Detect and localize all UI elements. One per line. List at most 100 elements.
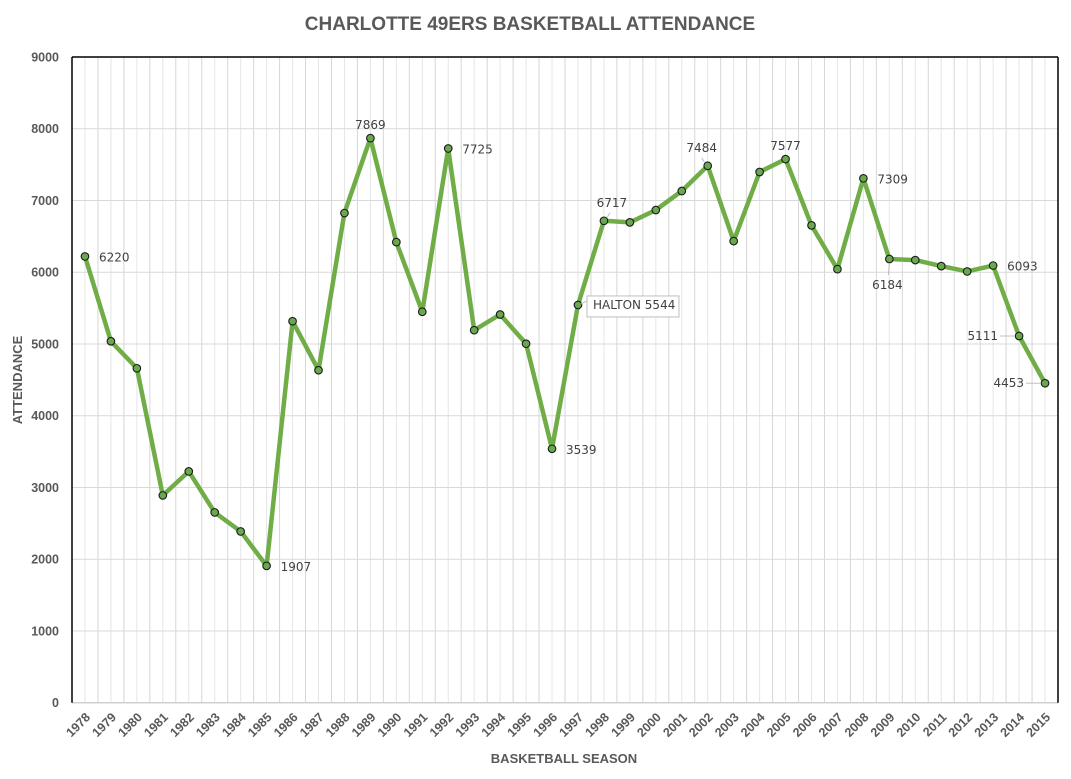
- data-point-1997: [573, 300, 583, 310]
- x-tick-label: 1985: [245, 710, 275, 740]
- data-point-1991: [417, 307, 427, 317]
- x-tick-label: 1989: [349, 710, 379, 740]
- x-tick-label: 2001: [660, 710, 690, 740]
- x-tick-label: 2012: [946, 710, 976, 740]
- data-point-2008: [859, 173, 868, 183]
- data-label-2015: 4453: [993, 376, 1024, 390]
- x-tick-label: 1980: [115, 710, 145, 740]
- x-tick-label: 1993: [453, 710, 483, 740]
- data-point-1995: [521, 339, 531, 349]
- x-tick-label: 2005: [764, 710, 794, 740]
- data-point-2011: [936, 261, 946, 271]
- plot-frame: [71, 56, 1059, 704]
- y-tick-label: 6000: [31, 266, 59, 280]
- data-point-2013: [988, 261, 998, 270]
- x-tick-label: 1986: [271, 710, 301, 740]
- x-tick-label: 2000: [634, 710, 664, 740]
- x-tick-label: 1978: [64, 710, 94, 740]
- x-tick-label: 2004: [738, 710, 768, 740]
- data-point-1992: [443, 144, 453, 153]
- leader-line: [606, 212, 611, 219]
- y-tick-label: 3000: [31, 481, 59, 495]
- data-point-1999: [625, 218, 635, 227]
- x-tick-label: 1979: [89, 710, 119, 740]
- x-tick-label: 2011: [920, 710, 949, 739]
- data-label-1989: 7869: [355, 118, 386, 132]
- data-point-2012: [962, 267, 972, 276]
- chart-title: CHARLOTTE 49ERS BASKETBALL ATTENDANCE: [305, 14, 755, 35]
- y-tick-label: 9000: [31, 51, 59, 65]
- data-label-2013: 6093: [1007, 260, 1038, 274]
- x-tick-label: 1990: [375, 710, 405, 740]
- y-tick-label: 7000: [31, 194, 59, 208]
- data-label-2014: 5111: [968, 329, 999, 343]
- data-point-1993: [469, 325, 479, 335]
- data-point-1983: [210, 508, 220, 517]
- x-tick-label: 1994: [479, 710, 509, 740]
- gridlines: [71, 56, 1059, 704]
- data-label-2009: 6184: [872, 278, 903, 292]
- x-tick-label: 1998: [582, 710, 612, 740]
- data-point-2006: [807, 221, 816, 230]
- y-tick-label: 8000: [31, 122, 59, 136]
- x-tick-label: 1996: [531, 710, 561, 740]
- data-point-1994: [495, 310, 505, 319]
- data-label-2005: 7577: [770, 139, 801, 153]
- data-point-1986: [288, 316, 297, 326]
- x-tick-label: 1984: [219, 710, 249, 740]
- y-tick-label: 1000: [31, 624, 59, 638]
- data-point-1980: [132, 363, 142, 373]
- data-label-1978: 6220: [99, 250, 130, 264]
- data-point-2009: [884, 254, 894, 264]
- leader-line: [701, 157, 706, 164]
- data-point-1978: [80, 252, 90, 261]
- data-point-1987: [314, 365, 323, 375]
- data-label-1997: HALTON 5544: [593, 298, 675, 312]
- x-tick-label: 1982: [167, 710, 197, 740]
- data-point-2004: [755, 167, 764, 177]
- data-point-1979: [106, 336, 116, 346]
- y-tick-label: 5000: [31, 337, 59, 351]
- data-series: [80, 133, 1050, 571]
- data-point-2002: [703, 161, 713, 171]
- x-tick-label: 1987: [297, 710, 327, 740]
- data-label-1985: 1907: [281, 560, 312, 574]
- data-point-1996: [547, 444, 557, 454]
- data-labels: 6220 1907 7869 7725 3539 HALTON 5544 6717 7484 7…: [99, 118, 1041, 574]
- series-line: [82, 135, 1047, 569]
- y-axis-ticks: 0 1000 2000 3000 4000 5000 6000 7000 8000 9000: [31, 51, 59, 711]
- x-tick-label: 1983: [193, 710, 223, 740]
- leader-line: [580, 300, 588, 305]
- y-tick-label: 2000: [31, 553, 59, 567]
- data-point-1981: [158, 491, 168, 500]
- data-label-2002: 7484: [686, 141, 717, 155]
- data-point-1988: [340, 208, 349, 218]
- x-axis-ticks: 1978197919801981198219831984198519861987…: [64, 710, 1054, 740]
- data-label-1996: 3539: [566, 443, 597, 457]
- data-point-2010: [910, 255, 920, 265]
- data-label-1998: 6717: [597, 196, 628, 210]
- data-point-2014: [1014, 331, 1024, 341]
- x-tick-label: 2015: [1024, 710, 1054, 740]
- data-point-2007: [833, 264, 842, 274]
- y-tick-label: 0: [52, 696, 59, 710]
- annotation-box: [586, 295, 680, 318]
- x-tick-label: 2002: [686, 710, 716, 740]
- data-label-1992: 7725: [462, 142, 493, 156]
- x-tick-label: 2009: [868, 710, 898, 740]
- data-point-2001: [677, 186, 687, 196]
- data-point-1982: [184, 467, 194, 476]
- x-tick-label: 2008: [842, 710, 872, 740]
- x-tick-label: 1999: [608, 710, 638, 740]
- x-tick-label: 1981: [141, 710, 171, 740]
- x-tick-label: 1995: [505, 710, 535, 740]
- x-tick-label: 2010: [894, 710, 924, 740]
- data-point-1984: [236, 527, 246, 536]
- data-point-1990: [391, 237, 401, 247]
- data-label-2008: 7309: [877, 172, 908, 186]
- data-point-1989: [366, 133, 375, 143]
- data-point-1985: [262, 561, 271, 571]
- x-tick-label: 2003: [712, 710, 742, 740]
- x-tick-label: 1992: [427, 710, 457, 740]
